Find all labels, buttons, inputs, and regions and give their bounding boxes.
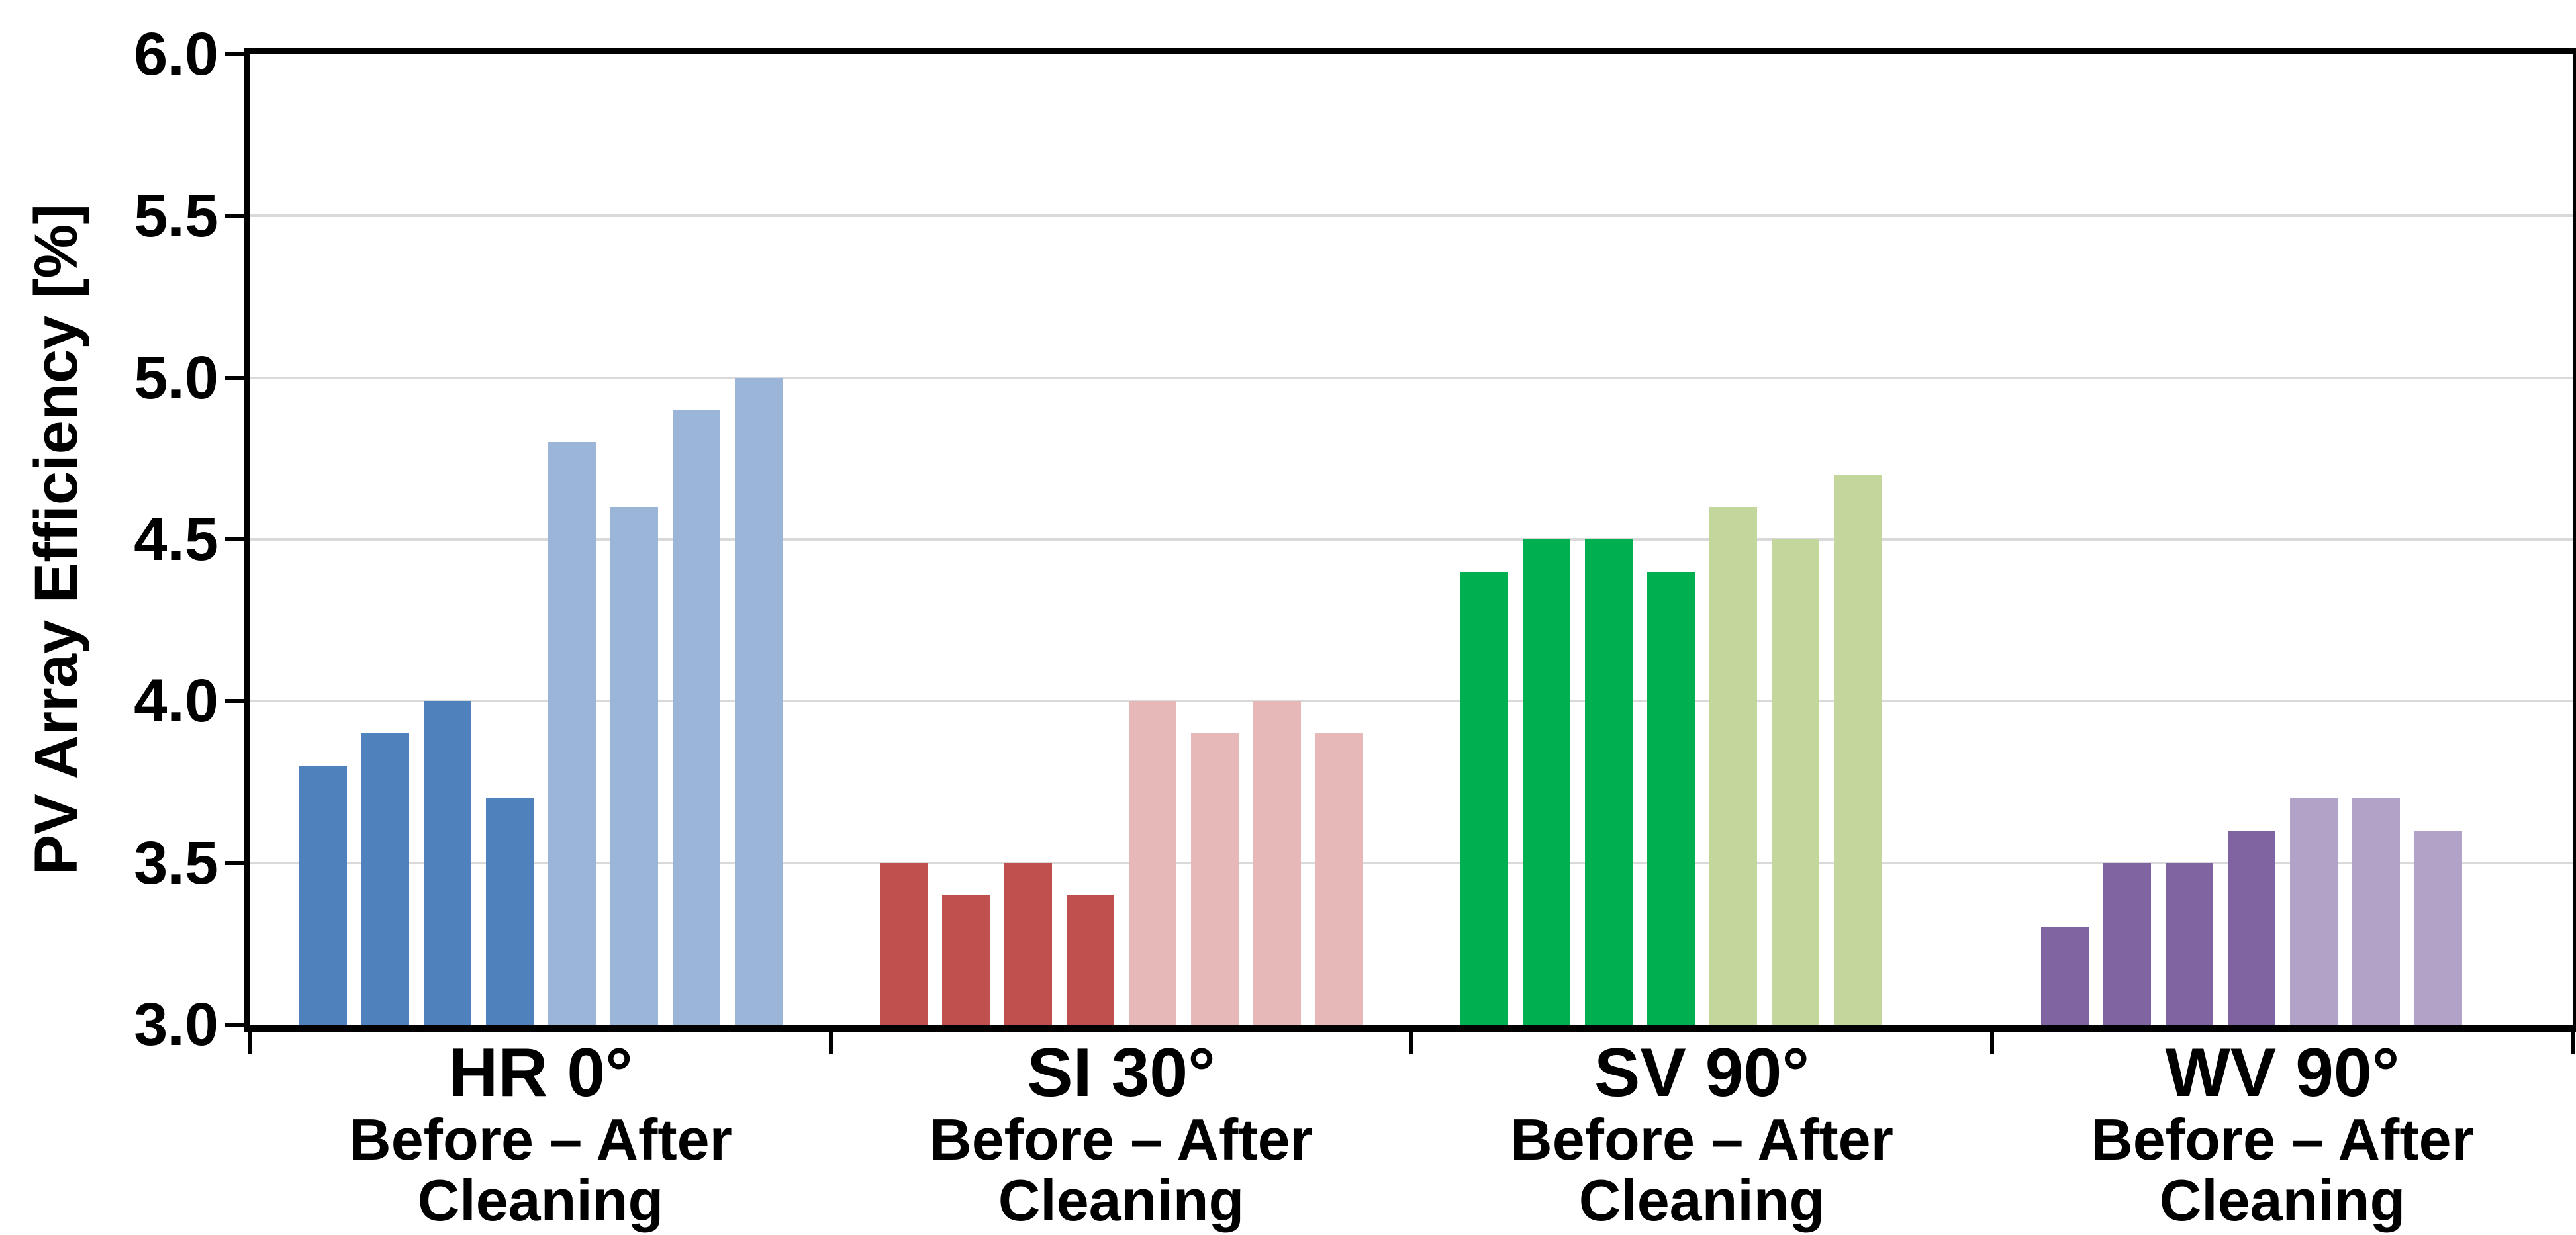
bar	[1315, 733, 1363, 1025]
category-title: HR 0°	[448, 1034, 633, 1111]
plot-border	[244, 48, 2576, 1032]
bar	[734, 377, 783, 1025]
bar	[2103, 862, 2151, 1025]
x-tick-mark	[1409, 1032, 1413, 1054]
category-sublabel-line2: Cleaning	[2159, 1167, 2406, 1233]
y-tick-label: 3.0	[134, 991, 218, 1058]
category-label: HR 0° Before – After Cleaning	[250, 1036, 831, 1231]
y-tick-label: 5.5	[134, 182, 218, 250]
y-tick-mark	[225, 52, 244, 56]
bar	[485, 798, 534, 1025]
bar	[423, 701, 471, 1025]
category-sublabel-line1: Before – After	[349, 1107, 732, 1172]
bar	[2227, 830, 2275, 1025]
category-title: SV 90°	[1594, 1034, 1809, 1111]
y-tick-label: 4.0	[134, 667, 218, 735]
bar	[672, 410, 720, 1025]
gridline	[250, 538, 2573, 541]
bar	[1128, 701, 1176, 1025]
bar	[2040, 927, 2089, 1025]
bar	[548, 442, 596, 1025]
category-sublabel-line1: Before – After	[1510, 1107, 1893, 1172]
category-sublabel-line1: Before – After	[930, 1107, 1313, 1172]
y-tick-mark	[225, 375, 244, 380]
bar	[1004, 862, 1052, 1025]
bar	[361, 733, 409, 1025]
bar	[2165, 862, 2213, 1025]
bar	[1833, 475, 1882, 1025]
category-sublabel-line2: Cleaning	[1578, 1167, 1825, 1233]
category-title: WV 90°	[2165, 1034, 2400, 1111]
y-tick-mark	[225, 537, 244, 541]
bar	[1646, 571, 1695, 1025]
gridline	[250, 214, 2573, 218]
bar	[1253, 701, 1301, 1025]
y-tick-label: 5.0	[134, 343, 218, 412]
x-tick-mark	[829, 1032, 833, 1054]
bar	[1584, 539, 1633, 1025]
bar	[941, 895, 990, 1025]
x-tick-mark	[2571, 1032, 2575, 1054]
y-tick-mark	[225, 699, 244, 704]
bar	[1460, 571, 1508, 1025]
y-tick-label: 6.0	[134, 21, 218, 88]
bar	[610, 507, 658, 1025]
bar	[1771, 539, 1819, 1025]
x-tick-mark	[248, 1032, 252, 1054]
bar	[2352, 798, 2400, 1025]
bar	[1522, 539, 1570, 1025]
y-tick-mark	[225, 1023, 244, 1027]
x-tick-mark	[1990, 1032, 1994, 1054]
bar	[299, 766, 347, 1025]
bar	[2414, 830, 2462, 1025]
category-title: SI 30°	[1027, 1034, 1216, 1111]
category-label: WV 90° Before – After Cleaning	[1992, 1036, 2573, 1231]
y-tick-mark	[225, 860, 244, 865]
bar	[879, 862, 928, 1025]
y-tick-mark	[225, 214, 244, 218]
category-label: SI 30° Before – After Cleaning	[831, 1036, 1411, 1231]
gridline	[250, 376, 2573, 379]
bar	[1709, 507, 1757, 1025]
category-sublabel-line2: Cleaning	[417, 1167, 664, 1233]
gridline	[250, 861, 2573, 864]
bar	[1066, 895, 1114, 1025]
bar	[1190, 733, 1239, 1025]
bar	[2289, 798, 2338, 1025]
y-tick-label: 4.5	[134, 506, 218, 573]
category-label: SV 90° Before – After Cleaning	[1411, 1036, 1992, 1231]
y-tick-label: 3.5	[134, 829, 218, 897]
category-sublabel-line1: Before – After	[2091, 1107, 2474, 1172]
gridline	[250, 700, 2573, 703]
category-sublabel-line2: Cleaning	[998, 1167, 1245, 1233]
